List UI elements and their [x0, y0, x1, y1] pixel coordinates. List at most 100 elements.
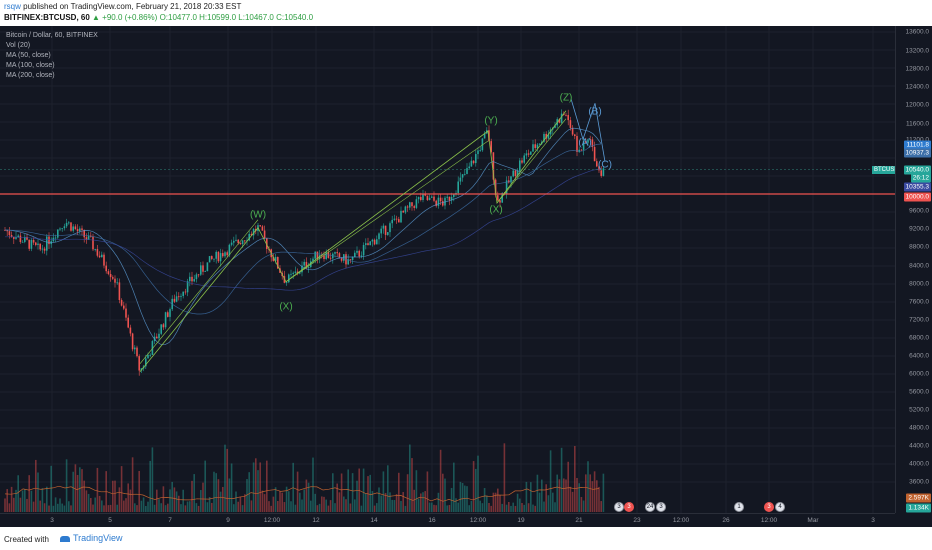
volume-bar [197, 505, 200, 512]
volume-bar [153, 504, 156, 512]
volume-bar [160, 503, 162, 512]
candle-body [41, 248, 44, 250]
price-tick: 12400.0 [905, 83, 930, 91]
event-badge[interactable]: 1 [734, 502, 744, 512]
candle-body [512, 170, 514, 177]
volume-bar [39, 500, 41, 512]
price-axis[interactable]: 13600.0 13200.0 12800.0 12400.0 12000.0 … [895, 26, 932, 513]
volume-bar [15, 489, 17, 512]
volume-bar [219, 491, 222, 512]
volume-bar [90, 498, 92, 512]
candle-body [250, 233, 253, 236]
candle-body [244, 240, 246, 242]
volume-bar [426, 471, 429, 512]
wave-channel-line [285, 140, 489, 282]
price-tick: 4800.0 [909, 424, 929, 432]
price-chart-svg[interactable] [0, 26, 895, 513]
candle-body [369, 241, 371, 246]
volume-bar [59, 498, 61, 512]
candle-body [382, 225, 385, 229]
volume-bar [391, 499, 393, 512]
volume-bar [567, 461, 569, 512]
candle-body [589, 139, 591, 141]
legend-item-volume[interactable]: Vol (20) [6, 42, 31, 49]
time-tick: 12:00 [469, 517, 487, 524]
event-badge[interactable]: 3 [624, 502, 634, 512]
candle-body [26, 236, 28, 240]
candle-body [404, 206, 407, 213]
volume-bar [241, 505, 244, 512]
candle-body [347, 259, 349, 265]
candle-body [277, 256, 279, 269]
legend-item-ma50[interactable]: MA (50, close) [6, 52, 51, 59]
time-tick: 5 [108, 517, 112, 524]
volume-bar [389, 492, 391, 512]
volume-bar [591, 481, 594, 512]
volume-bar [395, 494, 398, 512]
candle-body [602, 168, 605, 176]
candle-body [39, 243, 41, 250]
volume-bar [461, 482, 464, 512]
legend-item-ma100[interactable]: MA (100, close) [6, 62, 55, 69]
candle-body [237, 239, 239, 244]
volume-bar [96, 467, 99, 512]
candle-body [367, 243, 369, 246]
candle-body [554, 125, 556, 128]
candle-body [580, 149, 583, 151]
volume-bar [351, 473, 354, 512]
candle-body [514, 170, 517, 177]
candle-body [323, 255, 325, 260]
candle-body [266, 238, 268, 250]
candle-body [340, 258, 343, 261]
volume-bar [213, 471, 215, 512]
volume-bar [259, 462, 261, 512]
indicator-legend: Bitcoin / Dollar, 60, BITFINEX Vol (20) … [6, 31, 98, 81]
volume-bar [356, 480, 358, 512]
volume-bar [494, 492, 497, 512]
candle-body [10, 235, 13, 237]
candle-body [182, 291, 184, 296]
event-badge[interactable]: 3 [614, 502, 624, 512]
volume-bar [483, 488, 486, 512]
volume-bar [274, 487, 277, 512]
time-tick: 7 [168, 517, 172, 524]
candle-body [376, 239, 378, 245]
event-badge[interactable]: 3 [764, 502, 774, 512]
time-tick: 12 [312, 517, 320, 524]
volume-bar [534, 505, 536, 512]
event-badge[interactable]: 4 [775, 502, 785, 512]
legend-item-ma200[interactable]: MA (200, close) [6, 72, 55, 79]
volume-bar [527, 503, 530, 512]
volume-bar [279, 490, 281, 512]
volume-bar [501, 503, 503, 512]
volume-bar [310, 500, 312, 512]
volume-bar [30, 490, 33, 512]
volume-bar [582, 500, 585, 512]
volume-bar [182, 489, 184, 512]
tradingview-logo-icon [60, 535, 70, 542]
volume-bar [118, 487, 121, 512]
time-axis[interactable]: 3 5 7 9 12:00 12 14 16 12:00 19 21 23 12… [0, 513, 895, 527]
event-badge[interactable]: 3 [656, 502, 666, 512]
volume-bar [175, 491, 178, 512]
price-tick: 4400.0 [909, 442, 929, 450]
volume-bar [272, 496, 275, 512]
candle-body [576, 136, 578, 152]
candle-body [435, 200, 437, 206]
candle-body [428, 197, 431, 201]
chart-area[interactable]: Bitcoin / Dollar, 60, BITFINEX Vol (20) … [0, 26, 932, 527]
candle-body [598, 166, 600, 171]
volume-bar [290, 501, 292, 512]
tradingview-brand-link[interactable]: TradingView [60, 533, 123, 543]
candle-body [389, 223, 391, 233]
author-link[interactable]: rsqw [4, 2, 21, 11]
candle-body [312, 258, 314, 262]
price-tick: 6000.0 [909, 370, 929, 378]
volume-bar [156, 489, 158, 512]
volume-bar [204, 460, 206, 512]
candle-body [54, 237, 57, 239]
bar-countdown-tag: 26:12 [910, 173, 931, 183]
event-badge[interactable]: 24 [645, 502, 655, 512]
candle-body [151, 341, 154, 355]
volume-bar [151, 447, 154, 512]
